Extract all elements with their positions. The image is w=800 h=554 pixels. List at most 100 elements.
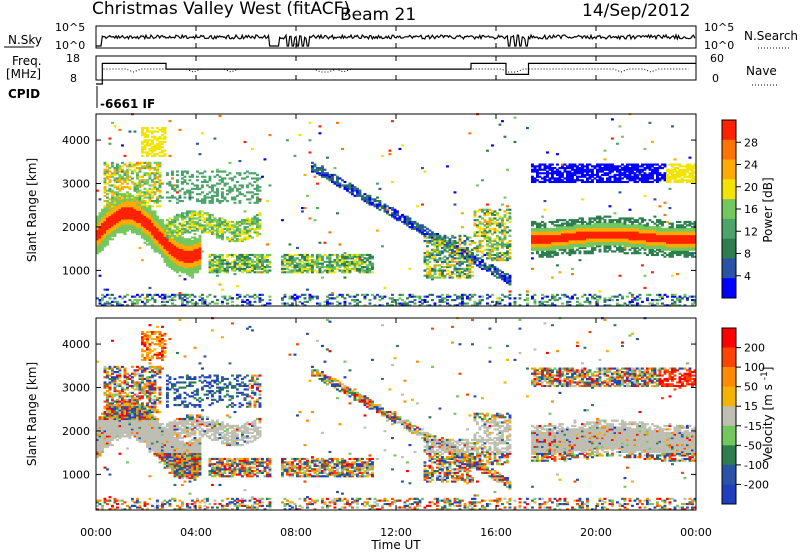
power-cell — [108, 137, 112, 140]
power-cell — [563, 222, 567, 225]
power-cell — [148, 165, 152, 168]
power-cell — [553, 240, 557, 243]
power-cell — [161, 142, 164, 145]
power-cell — [391, 180, 394, 184]
power-cell — [536, 227, 539, 230]
power-cell — [241, 229, 244, 232]
power-cell — [486, 257, 489, 260]
power-cell — [316, 264, 319, 267]
power-cell — [251, 269, 254, 272]
power-cell — [336, 175, 339, 178]
power-cell — [498, 231, 502, 234]
power-cell — [498, 222, 502, 225]
power-cell — [186, 273, 189, 276]
power-cell — [438, 236, 442, 239]
power-cell — [206, 193, 209, 196]
power-cell — [183, 260, 187, 263]
power-cell — [533, 234, 537, 237]
power-cell — [423, 260, 427, 263]
power-cell — [476, 210, 479, 213]
power-cell — [153, 147, 157, 151]
power-cell — [108, 179, 112, 182]
power-cell — [211, 213, 214, 217]
power-cell — [221, 222, 224, 225]
power-cell — [481, 295, 484, 298]
power-cell — [531, 257, 534, 260]
power-cell — [436, 245, 439, 248]
power-cell — [151, 224, 154, 227]
power-cell — [251, 236, 254, 239]
power-cell — [161, 243, 164, 246]
power-cell — [493, 243, 497, 246]
power-cell — [216, 200, 219, 203]
power-cell — [343, 257, 347, 260]
power-cell — [103, 177, 107, 180]
power-cell — [178, 250, 182, 253]
power-cell — [531, 252, 534, 255]
power-cell — [576, 167, 579, 170]
power-cell — [158, 231, 162, 234]
power-cell — [343, 267, 347, 270]
power-cell — [106, 243, 109, 246]
power-cell — [168, 260, 172, 263]
power-cell — [243, 177, 247, 180]
power-cell — [118, 167, 122, 170]
power-cell — [608, 297, 612, 300]
power-cell — [148, 153, 152, 156]
power-cell — [178, 213, 182, 217]
power-cell — [541, 168, 544, 171]
power-cell — [493, 222, 497, 225]
power-cell — [378, 205, 382, 208]
power-cell — [186, 172, 189, 175]
power-cell — [306, 257, 309, 260]
power-cell — [136, 229, 139, 232]
power-cell — [253, 222, 257, 225]
power-cell — [138, 161, 142, 164]
power-cell — [118, 215, 122, 218]
power-cell — [601, 177, 604, 180]
power-cell — [218, 200, 222, 203]
power-cell — [326, 260, 329, 263]
power-cell — [238, 193, 242, 196]
power-cell — [201, 299, 204, 302]
power-cell — [561, 245, 564, 248]
power-cell — [518, 304, 522, 307]
power-cell — [491, 266, 494, 269]
power-cell — [408, 293, 412, 296]
power-cell — [253, 217, 257, 220]
power-cell — [536, 240, 539, 243]
power-cell — [128, 205, 132, 208]
power-cell — [118, 177, 122, 180]
power-cell — [256, 217, 259, 220]
power-cell — [353, 269, 357, 272]
power-cell — [258, 262, 262, 265]
power-cell — [593, 238, 597, 241]
power-cell — [376, 203, 379, 206]
power-cell — [496, 219, 499, 222]
power-cell — [198, 200, 202, 203]
power-cell — [376, 207, 379, 210]
power-cell — [321, 264, 324, 267]
power-cell — [263, 259, 267, 262]
power-cell — [313, 295, 317, 298]
power-cell — [161, 233, 164, 236]
power-cell — [561, 233, 564, 236]
power-cell — [198, 234, 202, 237]
power-cell — [571, 180, 574, 184]
power-cell — [393, 210, 397, 213]
power-cell — [493, 238, 497, 241]
power-cell — [116, 215, 119, 218]
power-cell — [561, 167, 564, 170]
power-cell — [396, 299, 399, 302]
power-cell — [181, 299, 184, 302]
power-cell — [501, 276, 504, 279]
power-cell — [466, 297, 469, 300]
power-cell — [256, 295, 259, 298]
power-cell — [548, 238, 552, 241]
power-cell — [218, 262, 222, 265]
power-cell — [506, 226, 509, 229]
power-cell — [371, 266, 374, 269]
power-cell — [438, 245, 442, 248]
power-cell — [343, 184, 347, 187]
power-cell — [338, 259, 342, 262]
